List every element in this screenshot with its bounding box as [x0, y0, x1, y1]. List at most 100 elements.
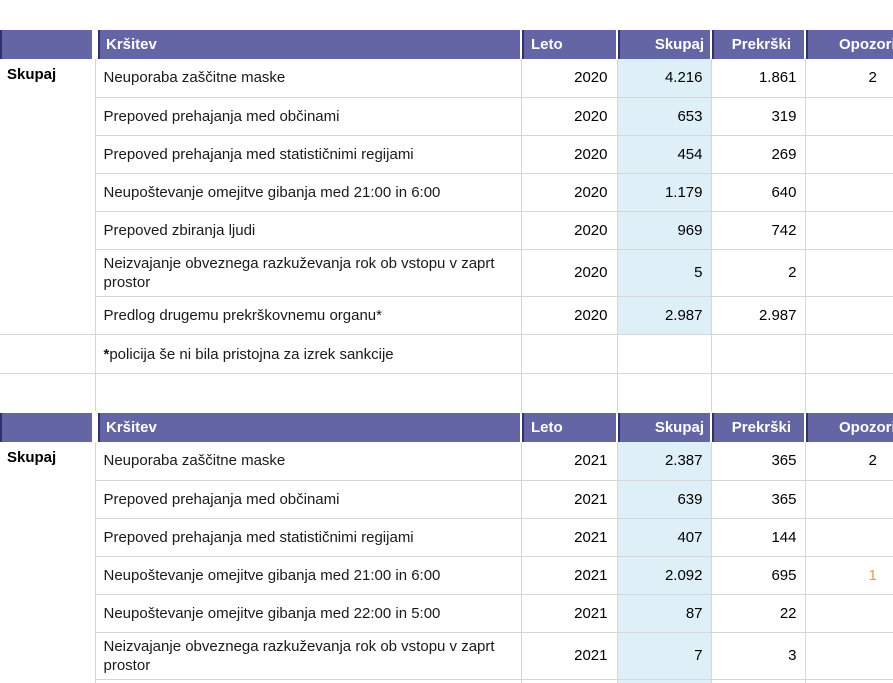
empty-cell — [616, 334, 711, 374]
cell-leto: 2020 — [520, 249, 617, 297]
cell-opozorila — [804, 518, 893, 557]
empty-cell — [804, 334, 893, 374]
cell-opozorila — [804, 249, 893, 297]
row-group-label — [0, 480, 95, 518]
footnote-text: policija še ni bila pristojna za izrek s… — [109, 345, 394, 363]
footnote-row: *policija še ni bila pristojna za izrek … — [0, 334, 893, 374]
column-header-leto: Leto — [520, 30, 617, 59]
cell-opozorila: 2 — [804, 59, 893, 98]
cell-leto: 2021 — [520, 594, 617, 633]
empty-cell — [804, 373, 893, 411]
table-row: Neupoštevanje omejitve gibanja med 21:00… — [0, 556, 893, 595]
cell-leto: 2021 — [520, 679, 617, 683]
column-header-prekrski: Prekrški — [710, 30, 805, 59]
cell-leto: 2020 — [520, 296, 617, 335]
cell-krsitev: Prepoved zbiranja ljudi — [94, 211, 521, 250]
empty-cell — [520, 334, 617, 374]
cell-prekrski: 2 — [710, 249, 805, 297]
table-row: Prepoved prehajanja med statističnimi re… — [0, 518, 893, 557]
empty-cell — [94, 373, 521, 411]
table-row: Skupaj Neuporaba zaščitne maske 2021 2.3… — [0, 442, 893, 481]
cell-krsitev: Neupoštevanje omejitve gibanja med 21:00… — [94, 173, 521, 212]
header-row: Kršitev Leto Skupaj Prekrški Opozorila — [0, 413, 893, 442]
footnote-rowlabel-cell — [0, 334, 95, 374]
header-row: Kršitev Leto Skupaj Prekrški Opozorila — [0, 30, 893, 59]
table-row: Neizvajanje obveznega razkuževanja rok o… — [0, 632, 893, 680]
table-row: Prepoved prehajanja med občinami 2021 63… — [0, 480, 893, 519]
empty-cell — [710, 373, 805, 411]
row-group-label — [0, 632, 95, 679]
cell-leto: 2021 — [520, 632, 617, 680]
cell-prekrski: 2.987 — [710, 296, 805, 335]
cell-opozorila — [804, 480, 893, 519]
row-group-label — [0, 249, 95, 296]
cell-leto: 2021 — [520, 556, 617, 595]
empty-cell — [0, 374, 95, 412]
cell-skupaj: 7 — [616, 632, 711, 680]
cell-opozorila — [804, 594, 893, 633]
column-header-krsitev: Kršitev — [94, 413, 521, 442]
cell-krsitev: Neizvajanje obveznega razkuževanja rok o… — [94, 632, 521, 680]
violations-table-2020: Kršitev Leto Skupaj Prekrški Opozorila S… — [0, 30, 893, 411]
table-row: Predlog drugemu prekrškovnemu organu* 20… — [0, 296, 893, 335]
table-row: Prepoved prehajanja med občinami 2020 65… — [0, 97, 893, 136]
cell-prekrski: 1.861 — [710, 59, 805, 98]
cell-krsitev: Prepoved prehajanja med statističnimi re… — [94, 518, 521, 557]
cell-krsitev: Neuporaba zaščitne maske — [94, 442, 521, 481]
empty-cell — [616, 373, 711, 411]
cell-leto: 2020 — [520, 97, 617, 136]
cell-prekrski: 430 — [710, 679, 805, 683]
empty-cell — [520, 373, 617, 411]
column-header-skupaj: Skupaj — [616, 30, 711, 59]
cell-krsitev: Neupoštevanje omejitve gibanja med 21:00… — [94, 556, 521, 595]
cell-krsitev: Predlog drugemu prekrškovnemu organu* — [94, 296, 521, 335]
cell-prekrski: 695 — [710, 556, 805, 595]
cell-krsitev: Neuporaba zaščitne maske — [94, 59, 521, 98]
cell-skupaj: 407 — [616, 518, 711, 557]
table-body-2021: Skupaj Neuporaba zaščitne maske 2021 2.3… — [0, 442, 893, 683]
cell-leto: 2021 — [520, 518, 617, 557]
row-group-label: Skupaj — [7, 66, 57, 83]
row-group-label — [0, 135, 95, 173]
column-header-krsitev: Kršitev — [94, 30, 521, 59]
cell-opozorila: 1 — [804, 556, 893, 595]
cell-prekrski: 365 — [710, 480, 805, 519]
cell-prekrski: 319 — [710, 97, 805, 136]
row-group-label — [0, 173, 95, 211]
table-footer-2020: *policija še ni bila pristojna za izrek … — [0, 334, 893, 412]
column-header-opozorila: Opozorila — [804, 413, 893, 442]
column-header-rowgroup — [0, 30, 98, 59]
table-row: Neupoštevanje omejitve gibanja med 21:00… — [0, 173, 893, 212]
row-group-label — [0, 518, 95, 556]
cell-prekrski: 365 — [710, 442, 805, 481]
column-header-rowgroup — [0, 413, 98, 442]
cell-leto: 2020 — [520, 59, 617, 98]
cell-leto: 2020 — [520, 211, 617, 250]
row-group-label — [0, 211, 95, 249]
cell-opozorila — [804, 135, 893, 174]
violations-table-2021: Kršitev Leto Skupaj Prekrški Opozorila S… — [0, 413, 893, 683]
cell-skupaj: 639 — [616, 480, 711, 519]
table-row: Prepoved zbiranja ljudi 2020 969 742 — [0, 211, 893, 250]
cell-krsitev: Neizvajanje obveznega razkuževanja rok o… — [94, 249, 521, 297]
cell-prekrski: 640 — [710, 173, 805, 212]
cell-prekrski: 144 — [710, 518, 805, 557]
row-group-label — [0, 594, 95, 632]
cell-skupaj: 1.179 — [616, 173, 711, 212]
cell-prekrski: 269 — [710, 135, 805, 174]
cell-skupaj: 2.387 — [616, 442, 711, 481]
cell-krsitev: Prepoved prehajanja med občinami — [94, 480, 521, 519]
cell-opozorila: 2 — [804, 442, 893, 481]
table-row: Neizvajanje obveznega razkuževanja rok o… — [0, 249, 893, 297]
cell-prekrski: 742 — [710, 211, 805, 250]
empty-cell — [710, 334, 805, 374]
table-header-2021: Kršitev Leto Skupaj Prekrški Opozorila — [0, 413, 893, 442]
cell-prekrski: 3 — [710, 632, 805, 680]
cell-krsitev: Prepoved prehajanja med občinami — [94, 97, 521, 136]
cell-skupaj: 87 — [616, 594, 711, 633]
column-header-leto: Leto — [520, 413, 617, 442]
cell-skupaj: 454 — [616, 135, 711, 174]
cell-leto: 2021 — [520, 442, 617, 481]
cell-opozorila — [804, 173, 893, 212]
